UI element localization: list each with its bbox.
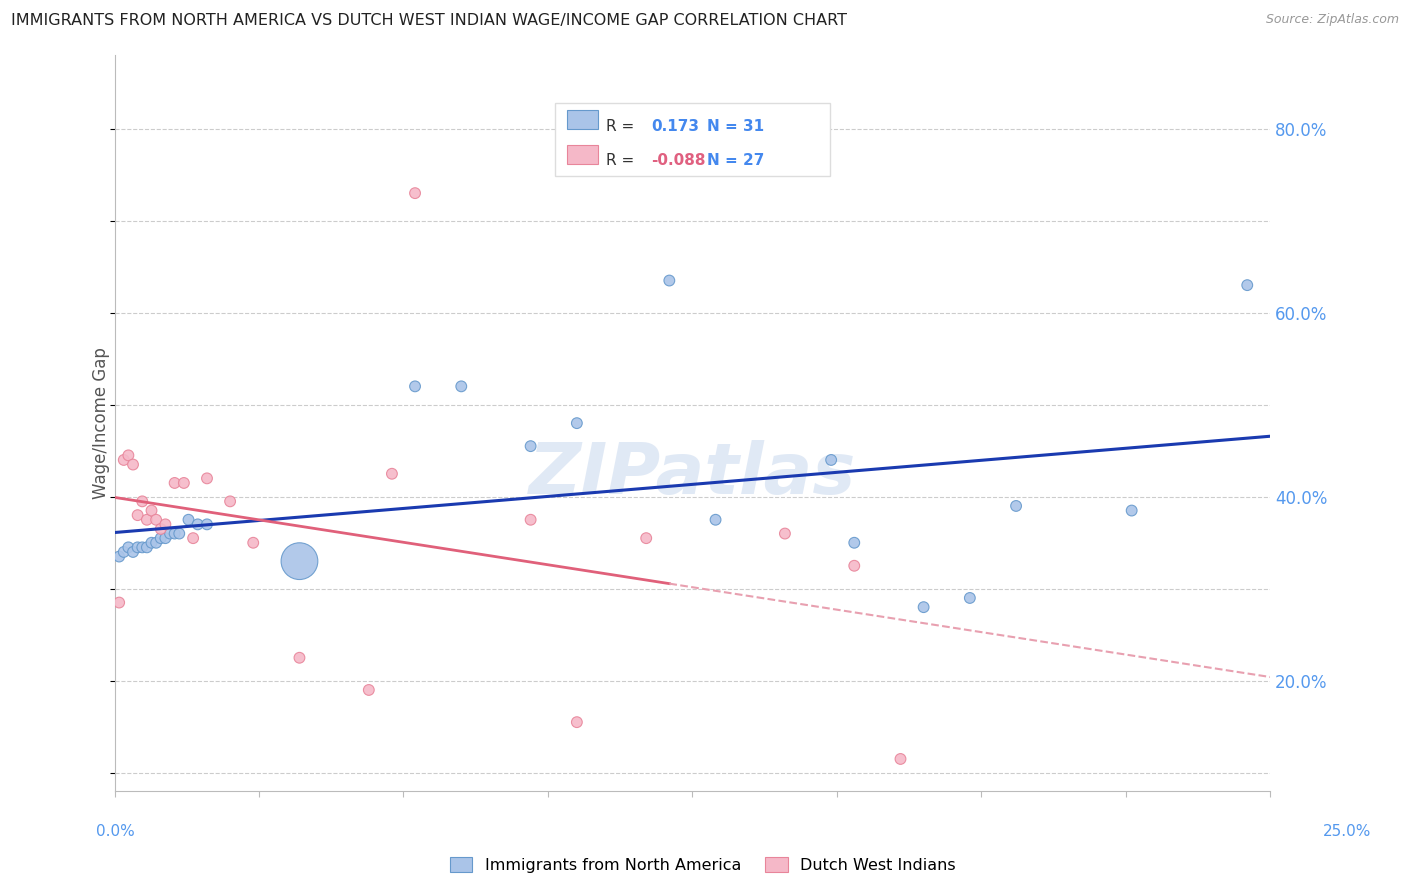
Point (844, 535, 866, 549)
Point (195, 517, 218, 532)
Point (565, 416, 588, 430)
Point (912, 600, 935, 615)
Point (141, 503, 163, 517)
Point (381, 467, 404, 481)
Point (112, 453, 135, 467)
Text: IMMIGRANTS FROM NORTH AMERICA VS DUTCH WEST INDIAN WAGE/INCOME GAP CORRELATION C: IMMIGRANTS FROM NORTH AMERICA VS DUTCH W… (11, 13, 848, 29)
Point (450, 379, 472, 393)
Point (636, 531, 658, 545)
Text: N = 27: N = 27 (707, 153, 765, 169)
Point (112, 545, 135, 559)
Point (108, 596, 131, 610)
Point (135, 513, 157, 527)
Point (135, 541, 157, 555)
Point (155, 531, 177, 545)
Point (288, 650, 311, 665)
Point (1005, 499, 1028, 513)
Point (155, 517, 177, 532)
Point (163, 475, 186, 490)
Point (844, 558, 866, 573)
Text: -0.088: -0.088 (651, 153, 706, 169)
Text: 25.0%: 25.0% (1323, 824, 1371, 838)
Point (658, 274, 681, 288)
Point (773, 526, 796, 541)
Point (820, 453, 842, 467)
Text: 0.173: 0.173 (651, 119, 699, 134)
Point (145, 513, 167, 527)
Point (141, 535, 163, 549)
Y-axis label: Wage/Income Gap: Wage/Income Gap (93, 347, 110, 500)
Text: ZIPatlas: ZIPatlas (529, 440, 856, 509)
Point (149, 531, 172, 545)
Text: 0.0%: 0.0% (96, 824, 135, 838)
Point (404, 186, 426, 201)
Point (159, 526, 181, 541)
Text: Source: ZipAtlas.com: Source: ZipAtlas.com (1265, 13, 1399, 27)
Point (108, 549, 131, 564)
Point (565, 715, 588, 730)
Point (181, 531, 204, 545)
Point (122, 545, 145, 559)
Point (127, 541, 149, 555)
Point (357, 682, 380, 697)
Point (704, 513, 727, 527)
Point (127, 508, 149, 523)
Text: N = 31: N = 31 (707, 119, 765, 134)
Point (959, 591, 981, 605)
Point (195, 471, 218, 485)
Point (1121, 503, 1143, 517)
Point (187, 517, 209, 532)
Point (288, 554, 311, 568)
Point (1236, 278, 1258, 293)
Point (177, 513, 200, 527)
Point (219, 494, 242, 508)
Point (163, 526, 186, 541)
Point (145, 535, 167, 549)
Point (889, 752, 911, 766)
Text: R =: R = (606, 119, 640, 134)
Point (131, 494, 153, 508)
Point (117, 448, 139, 462)
Legend: Immigrants from North America, Dutch West Indians: Immigrants from North America, Dutch Wes… (443, 851, 963, 880)
Point (519, 439, 541, 453)
Point (404, 379, 426, 393)
Text: R =: R = (606, 153, 640, 169)
Point (122, 458, 145, 472)
Point (519, 513, 541, 527)
Point (167, 526, 190, 541)
Point (149, 522, 172, 536)
Point (173, 475, 195, 490)
Point (131, 541, 153, 555)
Point (117, 541, 139, 555)
Point (242, 535, 264, 549)
